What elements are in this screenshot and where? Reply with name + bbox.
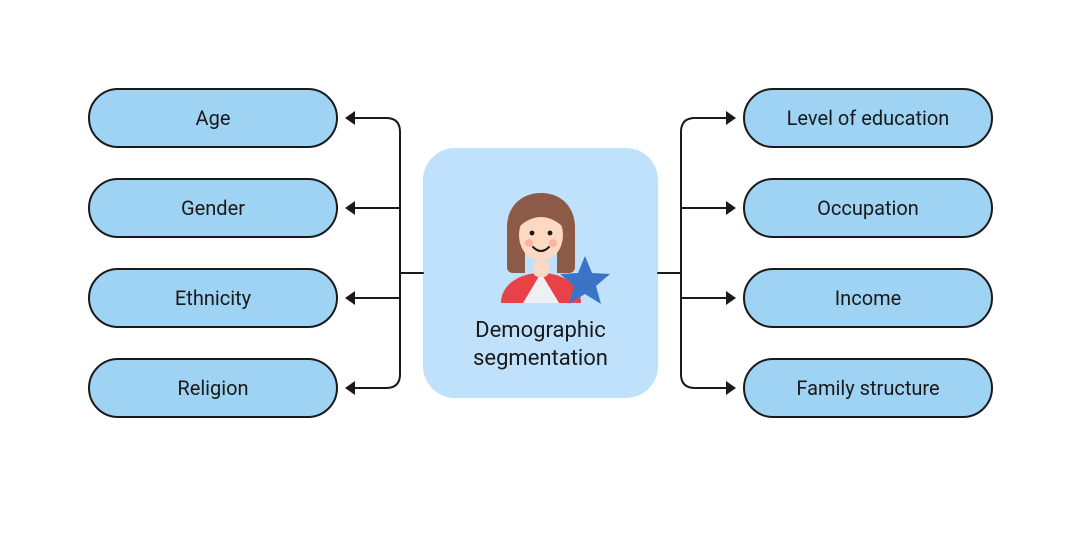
diagram-canvas: Demographicsegmentation Age Gender Ethni… <box>0 0 1081 560</box>
pill-occupation: Occupation <box>743 178 993 238</box>
pill-income: Income <box>743 268 993 328</box>
pill-label: Ethnicity <box>175 286 251 310</box>
pill-label: Age <box>196 106 231 130</box>
pill-label: Family structure <box>796 376 939 400</box>
avatar <box>481 183 601 303</box>
connectors-right <box>644 104 757 402</box>
pill-label: Level of education <box>787 106 950 130</box>
center-card: Demographicsegmentation <box>423 148 658 398</box>
pill-label: Income <box>835 286 902 310</box>
center-title: Demographicsegmentation <box>473 317 608 372</box>
pill-age: Age <box>88 88 338 148</box>
pill-label: Occupation <box>817 196 919 220</box>
pill-ethnicity: Ethnicity <box>88 268 338 328</box>
pill-gender: Gender <box>88 178 338 238</box>
pill-label: Gender <box>181 196 245 220</box>
pill-label: Religion <box>177 376 248 400</box>
connectors-left <box>324 104 437 402</box>
star-icon <box>557 253 613 309</box>
pill-level-of-education: Level of education <box>743 88 993 148</box>
pill-family-structure: Family structure <box>743 358 993 418</box>
pill-religion: Religion <box>88 358 338 418</box>
